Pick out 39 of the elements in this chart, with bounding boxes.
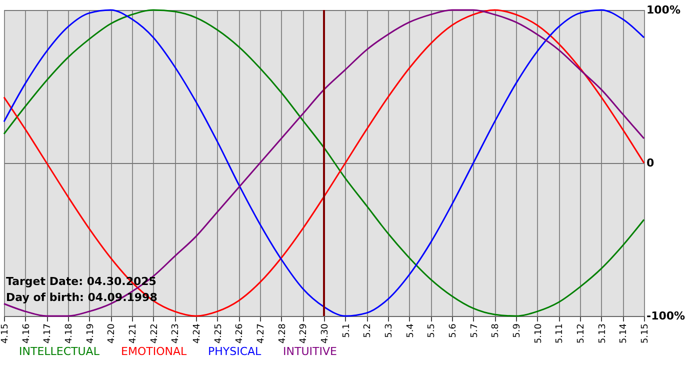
x-tick-label: 5.7 (470, 324, 480, 338)
x-tick-label: 4.20 (107, 323, 118, 344)
x-tick-label: 4.18 (64, 323, 74, 344)
x-tick-label: 5.3 (384, 324, 394, 338)
text: PHYSICAL (208, 344, 262, 358)
x-tick-label: 5.5 (427, 324, 438, 338)
x-tick-label: 4.23 (171, 324, 182, 344)
x-tick-label: 4.27 (256, 324, 266, 344)
x-tick-label: 5.11 (555, 324, 566, 344)
y-tick-label: -100% (646, 310, 686, 322)
line-series (3, 9, 645, 317)
x-tick-label: 5.8 (491, 323, 502, 338)
text: INTELLECTUAL (19, 344, 100, 358)
x-tick-label: 4.24 (192, 323, 202, 344)
x-tick-label: 5.9 (512, 323, 522, 338)
x-tick-label: 5.10 (534, 323, 544, 344)
x-tick-label: 5.13 (598, 324, 608, 344)
x-tick-label: 4.26 (235, 323, 246, 344)
y-tick-label: 100% (646, 4, 680, 16)
x-tick-label: 5.15 (640, 324, 650, 344)
text: EMOTIONAL (121, 344, 188, 358)
x-tick-label: 4.29 (299, 323, 310, 344)
x-tick-label: 4.25 (214, 324, 224, 344)
x-tick-label: 4.19 (86, 323, 96, 344)
x-tick-label: 5.12 (576, 324, 586, 344)
x-tick-label: 5.2 (363, 324, 374, 338)
x-tick-label: 4.15 (0, 324, 10, 344)
x-tick-label: 5.4 (406, 323, 416, 338)
x-tick-label: 4.30 (320, 323, 330, 344)
x-tick-label: 4.17 (43, 324, 54, 344)
x-tick-label: 5.14 (619, 323, 630, 344)
y-tick-label: 0 (646, 156, 654, 170)
x-tick-label: 5.1 (342, 324, 352, 338)
x-tick-label: 4.21 (128, 324, 138, 344)
x-tick-label: 5.6 (448, 323, 458, 338)
text: INTUITIVE (283, 344, 337, 358)
x-tick-label: 4.28 (278, 323, 288, 344)
x-tick-label: 4.22 (150, 324, 160, 344)
x-tick-label: 4.16 (22, 323, 32, 344)
